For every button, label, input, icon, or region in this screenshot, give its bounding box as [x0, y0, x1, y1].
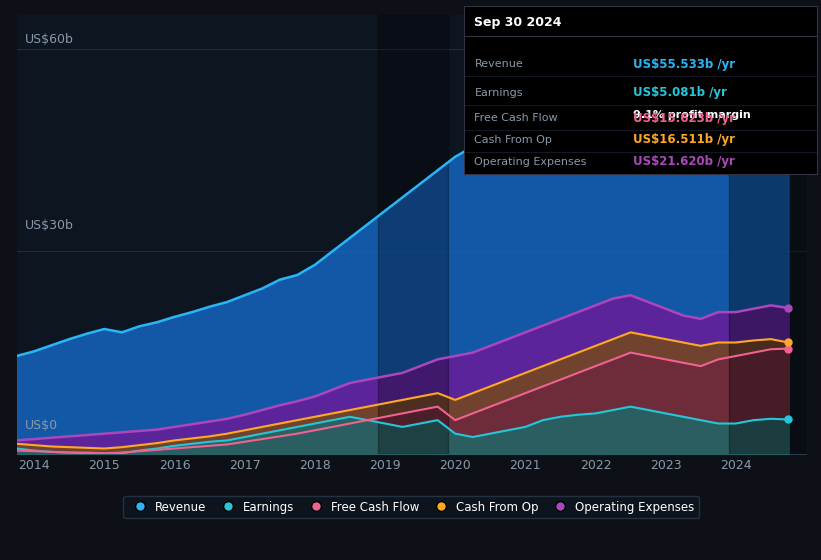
- Text: Revenue: Revenue: [475, 59, 523, 69]
- Text: US$0: US$0: [25, 419, 57, 432]
- Text: US$55.533b /yr: US$55.533b /yr: [633, 58, 736, 71]
- Bar: [378, 15, 448, 454]
- Text: Free Cash Flow: Free Cash Flow: [475, 113, 558, 123]
- Text: US$21.620b /yr: US$21.620b /yr: [633, 155, 735, 169]
- Text: 9.1% profit margin: 9.1% profit margin: [633, 110, 751, 120]
- Text: US$5.081b /yr: US$5.081b /yr: [633, 86, 727, 100]
- Text: US$60b: US$60b: [25, 32, 73, 45]
- Bar: [729, 15, 806, 454]
- Text: Cash From Op: Cash From Op: [475, 135, 553, 145]
- Text: US$16.511b /yr: US$16.511b /yr: [633, 133, 736, 147]
- Text: Earnings: Earnings: [475, 88, 523, 98]
- Legend: Revenue, Earnings, Free Cash Flow, Cash From Op, Operating Expenses: Revenue, Earnings, Free Cash Flow, Cash …: [123, 496, 699, 518]
- Text: US$30b: US$30b: [25, 219, 73, 232]
- Text: Operating Expenses: Operating Expenses: [475, 157, 587, 167]
- Text: Sep 30 2024: Sep 30 2024: [475, 16, 562, 29]
- Text: US$15.623b /yr: US$15.623b /yr: [633, 111, 736, 125]
